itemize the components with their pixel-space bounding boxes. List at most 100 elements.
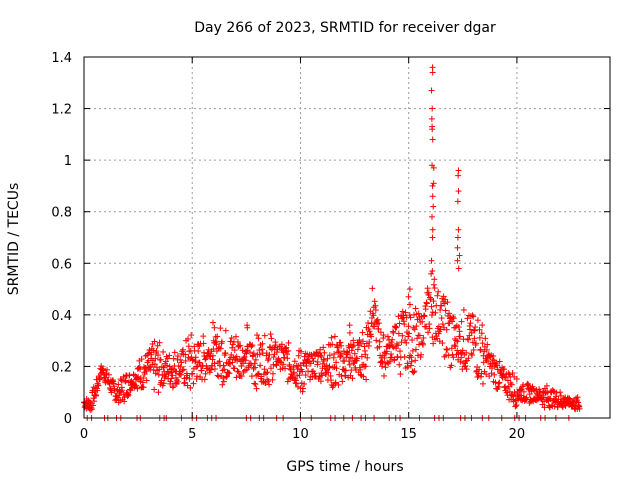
- data-point: [455, 167, 462, 174]
- data-point: [241, 353, 248, 360]
- data-point: [396, 361, 403, 368]
- data-point: [424, 285, 431, 292]
- data-point: [369, 285, 376, 292]
- data-point: [445, 352, 452, 359]
- data-point: [198, 367, 205, 374]
- data-point: [266, 351, 273, 358]
- data-point: [148, 351, 155, 358]
- data-point: [460, 306, 467, 313]
- data-point: [513, 375, 520, 382]
- y-tick-label: 1.4: [51, 51, 72, 66]
- data-point: [138, 356, 145, 363]
- data-point: [359, 329, 366, 336]
- y-tick-label: 0.6: [51, 257, 72, 272]
- data-point: [423, 323, 430, 330]
- data-point: [223, 373, 230, 380]
- data-point: [426, 325, 433, 332]
- data-point: [517, 386, 524, 393]
- data-point: [416, 332, 423, 339]
- data-point: [389, 343, 396, 350]
- data-point: [384, 359, 391, 366]
- data-point: [496, 358, 503, 365]
- data-point: [419, 341, 426, 348]
- data-point: [399, 332, 406, 339]
- data-point: [412, 346, 419, 353]
- data-point: [253, 332, 260, 339]
- data-point: [443, 346, 450, 353]
- data-point: [449, 313, 456, 320]
- data-point: [434, 292, 441, 299]
- data-point: [86, 399, 93, 406]
- y-tick-label: 0.8: [51, 206, 72, 221]
- y-tick-label: 1.2: [51, 103, 72, 118]
- data-point: [370, 312, 377, 319]
- data-point: [430, 340, 437, 347]
- x-tick-label: 15: [400, 427, 417, 442]
- data-point: [454, 234, 461, 241]
- data-point: [222, 350, 229, 357]
- data-point: [267, 331, 274, 338]
- data-point: [160, 380, 167, 387]
- data-point: [455, 226, 462, 233]
- data-point: [294, 383, 301, 390]
- data-point: [471, 335, 478, 342]
- data-point: [501, 366, 508, 373]
- data-point: [342, 367, 349, 374]
- data-point: [442, 307, 449, 314]
- data-point: [446, 310, 453, 317]
- data-point: [431, 285, 438, 292]
- data-point: [439, 321, 446, 328]
- data-point: [406, 286, 413, 293]
- data-point: [383, 348, 390, 355]
- data-point: [407, 362, 414, 369]
- data-point: [326, 363, 333, 370]
- data-point: [143, 377, 150, 384]
- data-point: [395, 313, 402, 320]
- data-point: [429, 69, 436, 76]
- data-point: [557, 389, 564, 396]
- data-point: [459, 347, 466, 354]
- data-point: [482, 335, 489, 342]
- data-point: [253, 385, 260, 392]
- data-point: [250, 350, 257, 357]
- data-point: [118, 388, 125, 395]
- data-point: [188, 332, 195, 339]
- data-point: [264, 357, 271, 364]
- data-point: [412, 357, 419, 364]
- data-point: [208, 366, 215, 373]
- data-point: [88, 406, 95, 413]
- data-point: [293, 380, 300, 387]
- data-point: [393, 345, 400, 352]
- data-point: [386, 358, 393, 365]
- data-point: [399, 308, 406, 315]
- data-point: [430, 164, 437, 171]
- data-point: [154, 342, 161, 349]
- data-point: [155, 352, 162, 359]
- data-point: [483, 346, 490, 353]
- data-point: [384, 333, 391, 340]
- data-point: [185, 343, 192, 350]
- data-point: [325, 369, 332, 376]
- data-point: [153, 348, 160, 355]
- data-point: [455, 172, 462, 179]
- data-point: [409, 337, 416, 344]
- data-point: [449, 318, 456, 325]
- data-point: [471, 327, 478, 334]
- data-point: [457, 358, 464, 365]
- data-point: [290, 364, 297, 371]
- data-point: [122, 378, 129, 385]
- data-point: [508, 381, 515, 388]
- data-point: [458, 318, 465, 325]
- data-point: [456, 252, 463, 259]
- data-point: [428, 87, 435, 94]
- y-tick-label: 0.2: [51, 360, 72, 375]
- data-point: [193, 373, 200, 380]
- data-point: [401, 321, 408, 328]
- data-point: [366, 338, 373, 345]
- data-point: [319, 372, 326, 379]
- data-point: [494, 362, 501, 369]
- data-point: [402, 337, 409, 344]
- data-point: [268, 365, 275, 372]
- data-point: [201, 376, 208, 383]
- data-point: [392, 324, 399, 331]
